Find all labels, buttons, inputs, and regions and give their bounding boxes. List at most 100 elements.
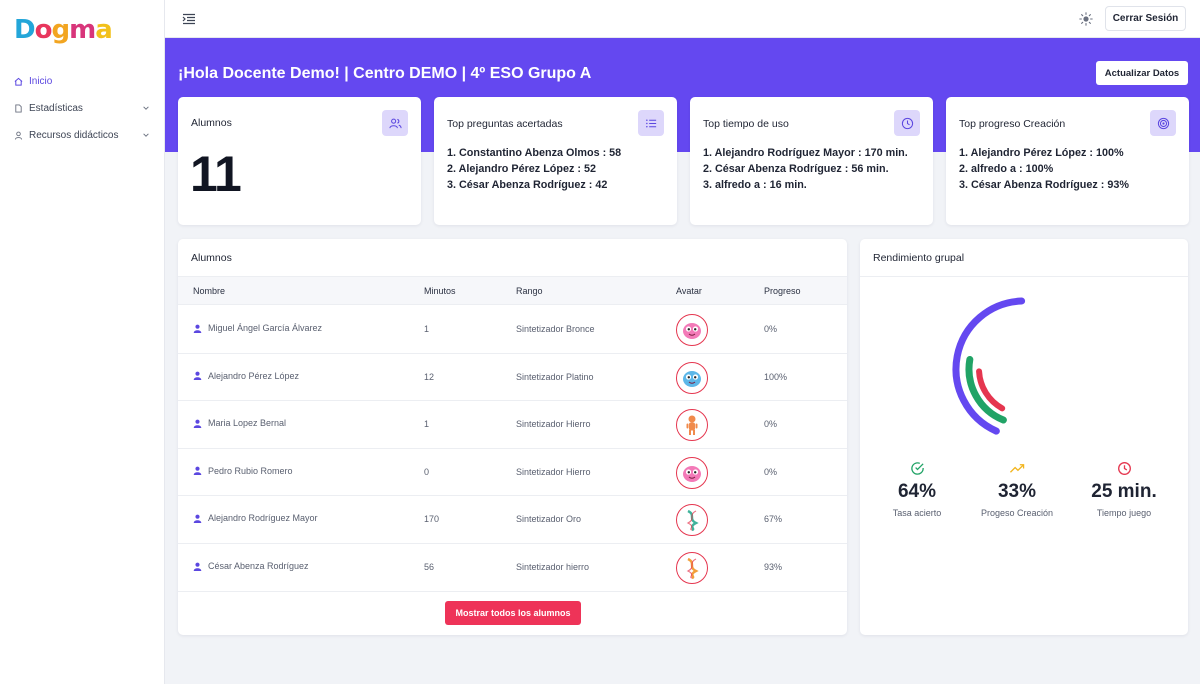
target-icon [1150,110,1176,136]
orange-dna-avatar [676,552,708,584]
list-item: 3. César Abenza Rodríguez : 93% [959,179,1129,191]
clock-icon [1069,461,1179,477]
menu-toggle-icon[interactable] [182,12,196,26]
student-name: Alejandro Rodríguez Mayor [193,513,318,523]
student-minutes: 170 [424,514,440,525]
logo-letter: m [69,15,96,45]
metric-value: 64% [897,481,937,502]
student-progress: 67% [764,514,783,525]
stat-card-top-time: Top tiempo de uso 1. Alejandro Rodríguez… [690,97,933,225]
student-minutes: 1 [424,419,430,430]
user-icon [193,419,202,428]
user-icon [193,514,202,523]
performance-title: Rendimiento grupal [873,252,965,264]
table-row[interactable]: Alejandro Pérez López 12 Sintetizador Plat… [178,354,847,402]
student-rank: Sintetizador Platino [516,371,594,382]
sun-icon[interactable] [1079,12,1093,26]
user-icon [193,562,202,571]
gauge-arc-accuracy [965,355,1007,424]
metric-play-time: 25 min. Tiempo juego [1069,461,1179,518]
student-progress: 0% [764,324,778,334]
blue-blob-avatar [676,361,708,394]
chevron-down-icon [143,133,149,137]
student-progress: 100% [764,371,788,382]
student-rank: Sintetizador Oro [516,514,582,525]
metric-value: 33% [997,481,1037,502]
sidebar-item-label: Inicio [29,75,53,87]
table-row[interactable]: Miguel Ángel García Álvarez 1 Sintetizador… [178,306,847,354]
dogma-logo[interactable]: D o g m a [14,10,113,50]
show-all-students-button[interactable]: Mostrar todos los alumnos [445,601,581,625]
student-minutes: 0 [424,466,430,477]
metric-label: Tasa acierto [892,508,942,518]
logo-letter: D [14,15,36,45]
students-table-card: Alumnos Nombre Minutos Rango Avatar Prog… [178,239,847,635]
student-name: Maria Lopez Bernal [193,418,286,428]
table-title: Alumnos [191,252,232,264]
top-list: 1. Constantino Abenza Olmos : 58 2. Alej… [447,145,621,193]
user-icon [193,324,202,333]
user-icon [193,466,202,476]
student-name-text: Alejandro Rodríguez Mayor [208,513,318,524]
divider [860,276,1188,277]
user-icon [14,131,23,140]
student-rank: Sintetizador Bronce [516,324,595,334]
gauge-arc-outer [952,297,1026,435]
table-row[interactable]: César Abenza Rodríguez 56 Sintetizador hie… [178,544,847,592]
student-name-text: Pedro Rubio Romero [208,465,293,476]
student-minutes: 12 [424,371,435,382]
column-header: Avatar [676,286,702,296]
metric-label: Tiempo juego [1096,508,1152,518]
home-icon [14,77,23,86]
column-header: Nombre [193,286,226,296]
sidebar-item-label: Estadísticas [29,102,83,114]
stat-title: Top preguntas acertadas [447,118,563,130]
orange-figure-avatar [676,409,708,442]
column-header: Minutos [424,286,456,296]
table-row[interactable]: Maria Lopez Bernal 1 Sintetizador Hierro 0% [178,401,847,449]
logo-letter: a [95,15,113,45]
sidebar-item-estadisticas[interactable]: Estadísticas [0,95,164,121]
chevron-down-icon [143,106,149,110]
metric-value: 25 min. [1091,481,1157,502]
student-rank: Sintetizador Hierro [516,419,591,430]
student-name-text: Miguel Ángel García Álvarez [208,323,323,333]
student-name: Pedro Rubio Romero [193,466,293,476]
student-name-text: Maria Lopez Bernal [208,418,287,429]
list-item: 2. Alejandro Pérez López : 52 [447,163,597,175]
stat-title: Alumnos [191,117,232,129]
pink-blob-avatar [676,456,708,489]
sidebar-nav: Inicio Estadísticas Recursos didácticos [0,68,164,149]
student-progress: 0% [764,419,778,430]
column-header: Rango [516,286,543,296]
student-name: César Abenza Rodríguez [193,561,309,571]
list-icon [638,110,664,136]
logout-button[interactable]: Cerrar Sesión [1105,6,1186,31]
top-list: 1. Alejandro Pérez López : 100% 2. alfre… [959,145,1129,193]
page-title: ¡Hola Docente Demo! | Centro DEMO | 4º E… [178,65,592,82]
list-item: 3. alfredo a : 16 min. [703,179,807,191]
students-count: 11 [190,146,242,202]
metric-creation-progress: 33% Progeso Creación [962,461,1072,518]
topbar: Cerrar Sesión [165,0,1200,38]
list-item: 3. César Abenza Rodríguez : 42 [447,179,608,191]
student-rank: Sintetizador Hierro [516,466,591,477]
metric-accuracy: 64% Tasa acierto [862,461,972,518]
logo-letter: o [34,15,53,45]
sidebar-item-recursos[interactable]: Recursos didácticos [0,122,164,148]
student-name-text: Alejandro Pérez López [208,370,300,381]
stat-title: Top progreso Creación [959,118,1066,130]
gauge-arc-time [976,368,1006,412]
table-row[interactable]: Alejandro Rodríguez Mayor 170 Sintetizador… [178,496,847,544]
list-item: 1. Alejandro Rodríguez Mayor : 170 min. [703,147,908,159]
student-name-text: César Abenza Rodríguez [208,561,309,571]
student-name: Alejandro Pérez López [193,371,299,381]
stat-card-top-correct: Top preguntas acertadas 1. Constantino A… [434,97,677,225]
table-header: Nombre Minutos Rango Avatar Progreso [178,276,847,305]
student-minutes: 56 [424,562,435,572]
list-item: 1. Alejandro Pérez López : 100% [959,147,1124,159]
metric-label: Progeso Creación [980,508,1054,518]
table-row[interactable]: Pedro Rubio Romero 0 Sintetizador Hierro 0% [178,449,847,497]
update-data-button[interactable]: Actualizar Datos [1096,61,1188,85]
sidebar-item-inicio[interactable]: Inicio [0,68,164,94]
